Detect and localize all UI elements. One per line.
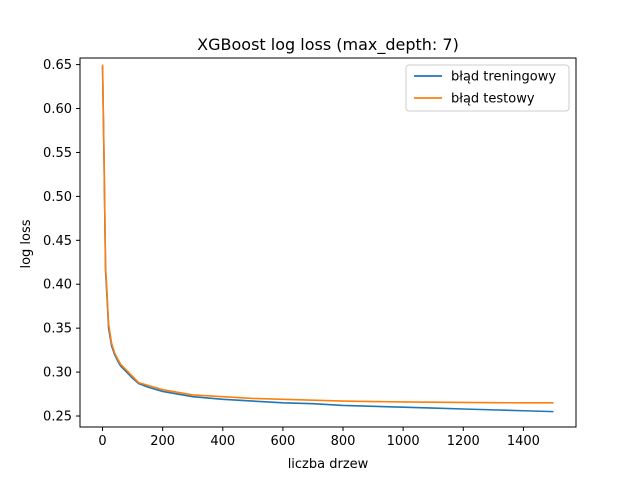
series-layer (101, 64, 554, 413)
x-tick-label: 1000 (387, 434, 420, 449)
y-tick-label: 0.25 (43, 410, 72, 425)
x-tick-label: 0 (98, 434, 106, 449)
legend-label: błąd treningowy (451, 70, 556, 85)
plot-frame (79, 57, 577, 428)
x-tick-label: 200 (150, 434, 175, 449)
y-tick-label: 0.45 (43, 234, 72, 249)
x-axis-ticks: 0 200 400 600 800 1000 1200 1400 (98, 427, 540, 449)
legend: błąd treningowy błąd testowy (405, 64, 570, 112)
x-axis-label: liczba drzew (288, 457, 369, 472)
y-tick-label: 0.50 (43, 190, 72, 205)
x-tick-label: 400 (210, 434, 235, 449)
chart-title: XGBoost log loss (max_depth: 7) (197, 35, 459, 55)
series-line-test (101, 64, 554, 404)
y-tick-label: 0.65 (43, 58, 72, 73)
y-tick-label: 0.55 (43, 146, 72, 161)
x-tick-label: 1400 (507, 434, 540, 449)
series-line-training (101, 66, 554, 413)
y-tick-label: 0.60 (43, 102, 72, 117)
x-tick-label: 600 (270, 434, 295, 449)
x-tick-label: 1200 (447, 434, 480, 449)
legend-label: błąd testowy (451, 92, 535, 107)
y-tick-label: 0.40 (43, 278, 72, 293)
y-tick-label: 0.35 (43, 322, 72, 337)
y-tick-label: 0.30 (43, 366, 72, 381)
legend-box (405, 64, 570, 112)
y-axis-ticks: 0.25 0.30 0.35 0.40 0.45 0.50 0.55 0.60 0.65 (43, 58, 80, 425)
x-tick-label: 800 (331, 434, 356, 449)
y-axis-label: log loss (19, 219, 34, 268)
